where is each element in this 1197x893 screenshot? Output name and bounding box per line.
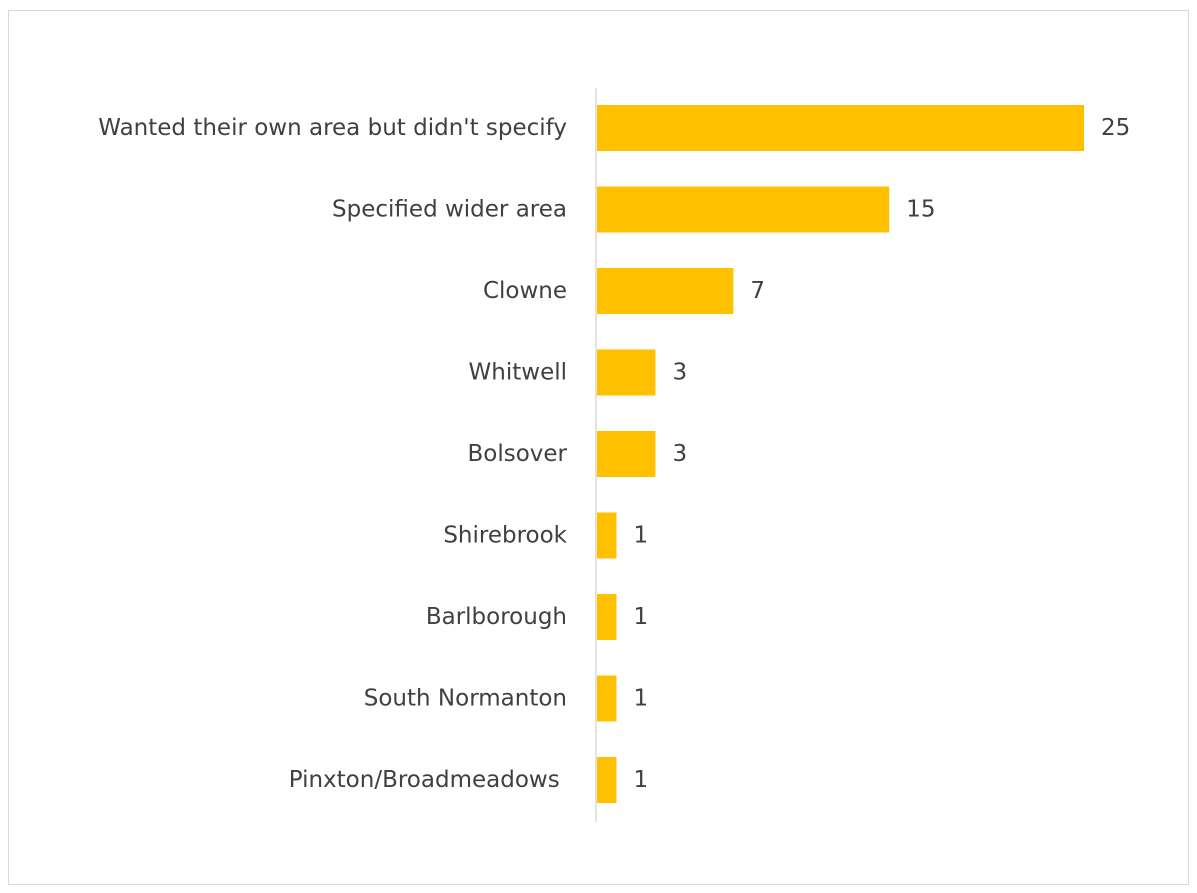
bar-specified-wider-area (597, 186, 890, 233)
bar-south-normanton (597, 675, 617, 722)
value-label-pinxton-broadmeadows: 1 (633, 767, 648, 793)
value-label-barlborough: 1 (633, 604, 648, 630)
category-label-whitwell: Whitwell (469, 360, 567, 386)
category-label-barlborough: Barlborough (426, 604, 567, 630)
bar-whitwell (597, 349, 656, 396)
bar-wanted-their-own-area-but-didn-t-specify (597, 105, 1084, 151)
value-labels-group: 25 15 7 3 3 1 1 1 1 (633, 115, 1130, 793)
value-label-whitwell: 3 (672, 360, 687, 386)
bar-barlborough (597, 594, 617, 640)
category-label-clowne: Clowne (483, 278, 567, 304)
value-label-bolsover: 3 (672, 441, 687, 467)
value-label-south-normanton: 1 (633, 686, 648, 712)
category-label-wanted-their-own-area-but-didn-t-specify: Wanted their own area but didn't specify (98, 115, 567, 141)
category-label-specified-wider-area: Specified wider area (332, 197, 567, 223)
category-label-shirebrook: Shirebrook (443, 523, 567, 549)
bar-pinxton-broadmeadows (597, 757, 617, 803)
value-label-specified-wider-area: 15 (906, 197, 935, 223)
category-label-south-normanton: South Normanton (364, 686, 567, 712)
category-labels-group: Wanted their own area but didn't specify… (98, 115, 567, 793)
category-label-bolsover: Bolsover (467, 441, 567, 467)
value-label-shirebrook: 1 (633, 523, 648, 549)
value-label-wanted-their-own-area-but-didn-t-specify: 25 (1101, 115, 1130, 141)
bar-bolsover (597, 431, 656, 477)
category-label-pinxton-broadmeadows: Pinxton/Broadmeadows (289, 767, 567, 793)
bar-shirebrook (597, 512, 617, 559)
bar-clowne (597, 268, 734, 314)
value-label-clowne: 7 (750, 278, 765, 304)
bars-group (597, 105, 1084, 803)
